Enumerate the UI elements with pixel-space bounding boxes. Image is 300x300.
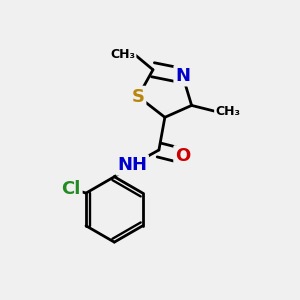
Text: CH₃: CH₃ bbox=[215, 105, 240, 118]
Text: Cl: Cl bbox=[61, 180, 81, 198]
Text: O: O bbox=[175, 147, 190, 165]
Text: S: S bbox=[132, 88, 145, 106]
Text: NH: NH bbox=[117, 156, 147, 174]
Text: CH₃: CH₃ bbox=[110, 48, 135, 62]
Text: N: N bbox=[175, 67, 190, 85]
